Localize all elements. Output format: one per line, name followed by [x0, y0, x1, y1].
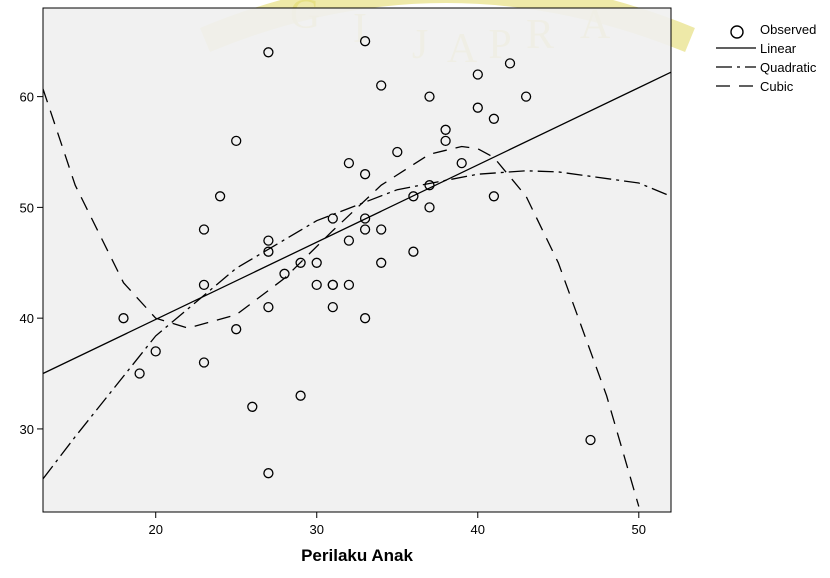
legend-observed-marker — [730, 25, 744, 39]
observed-point — [134, 368, 145, 379]
observed-point — [198, 279, 210, 291]
observed-point — [440, 135, 451, 147]
observed-point — [279, 268, 290, 279]
observed-point — [214, 191, 226, 202]
observed-point — [488, 113, 500, 124]
observed-point — [392, 146, 403, 158]
observed-point — [295, 257, 306, 268]
plot-frame — [42, 7, 672, 513]
observed-point — [359, 313, 371, 324]
observed-point — [343, 157, 355, 169]
observed-point — [408, 191, 419, 202]
observed-point — [520, 91, 532, 102]
observed-point — [327, 301, 338, 313]
plot-area — [43, 8, 671, 512]
observed-point — [198, 224, 210, 235]
observed-point — [424, 202, 435, 213]
observed-point — [327, 213, 338, 224]
legend: Observed Linear Quadratic Cubic — [716, 22, 817, 94]
observed-point — [263, 246, 274, 257]
y-tick-label: 60 — [20, 90, 34, 105]
observed-point — [359, 213, 371, 224]
y-tick-label: 50 — [20, 200, 34, 215]
observed-point — [376, 257, 387, 268]
observed-point — [408, 246, 419, 257]
observed-point — [359, 36, 371, 47]
x-tick-label: 20 — [148, 522, 162, 537]
observed-point — [359, 224, 371, 235]
observed-point — [295, 390, 306, 401]
observed-point — [327, 279, 338, 291]
observed-point — [376, 224, 387, 235]
observed-point — [263, 301, 274, 313]
observed-point — [231, 135, 242, 147]
cubic-fit-line — [43, 88, 640, 507]
observed-point — [198, 357, 210, 368]
x-tick-label: 40 — [471, 522, 485, 537]
observed-point — [456, 157, 467, 169]
observed-point — [376, 80, 387, 91]
legend-quadratic-label: Quadratic — [760, 60, 817, 75]
observed-point — [424, 91, 435, 102]
observed-point — [343, 235, 355, 246]
observed-point — [343, 279, 355, 291]
observed-point — [247, 401, 258, 412]
observed-point — [118, 313, 129, 324]
x-axis-label: Perilaku Anak — [301, 546, 413, 565]
axes: 20 30 40 50 30 40 50 60 — [20, 7, 672, 537]
observed-point — [359, 169, 371, 180]
legend-observed-label: Observed — [760, 22, 816, 37]
observed-point — [311, 279, 322, 291]
observed-point — [440, 124, 451, 135]
linear-fit-line — [43, 71, 671, 375]
legend-cubic-label: Cubic — [760, 79, 794, 94]
observed-point — [263, 235, 274, 246]
observed-point — [585, 434, 596, 446]
observed-point — [504, 58, 516, 69]
observed-point — [472, 69, 483, 80]
observed-point — [472, 102, 483, 113]
observed-point — [263, 47, 274, 58]
x-tick-label: 30 — [310, 522, 324, 537]
y-tick-label: 40 — [20, 311, 34, 326]
observed-point — [263, 468, 274, 479]
quadratic-fit-line — [43, 170, 671, 480]
x-tick-label: 50 — [632, 522, 646, 537]
y-tick-label: 30 — [20, 422, 34, 437]
observed-point — [150, 346, 161, 357]
observed-point — [424, 180, 435, 191]
observed-point — [231, 324, 242, 335]
observed-point — [311, 257, 322, 268]
legend-linear-label: Linear — [760, 41, 797, 56]
plot-marks — [43, 36, 671, 507]
observed-point — [488, 191, 500, 202]
